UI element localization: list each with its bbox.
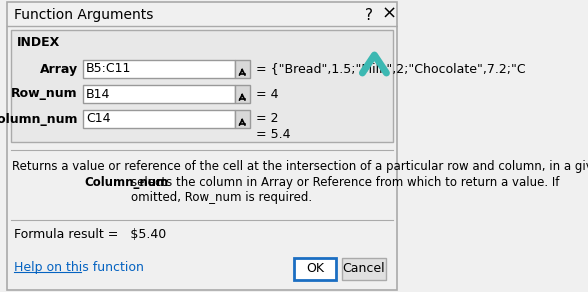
FancyBboxPatch shape bbox=[82, 110, 235, 128]
Text: = {"Bread",1.5;"Milk",2;"Chocolate",7.2;"C: = {"Bread",1.5;"Milk",2;"Chocolate",7.2;… bbox=[256, 62, 526, 76]
Text: = 5.4: = 5.4 bbox=[256, 128, 290, 142]
Text: = 4: = 4 bbox=[256, 88, 279, 100]
Text: Function Arguments: Function Arguments bbox=[14, 8, 153, 22]
Text: C14: C14 bbox=[86, 112, 111, 126]
FancyBboxPatch shape bbox=[294, 258, 336, 280]
FancyBboxPatch shape bbox=[235, 60, 249, 78]
Text: Help on this function: Help on this function bbox=[14, 262, 143, 274]
Text: ×: × bbox=[382, 5, 397, 23]
FancyBboxPatch shape bbox=[235, 85, 249, 103]
FancyBboxPatch shape bbox=[82, 85, 235, 103]
FancyBboxPatch shape bbox=[235, 110, 249, 128]
Text: Row_num: Row_num bbox=[11, 88, 78, 100]
Text: B14: B14 bbox=[86, 88, 111, 100]
Text: Returns a value or reference of the cell at the intersection of a particular row: Returns a value or reference of the cell… bbox=[12, 160, 588, 173]
Text: selects the column in Array or Reference from which to return a value. If
omitte: selects the column in Array or Reference… bbox=[131, 176, 560, 204]
Text: Cancel: Cancel bbox=[342, 263, 385, 275]
Text: Formula result =   $5.40: Formula result = $5.40 bbox=[14, 227, 166, 241]
Text: OK: OK bbox=[306, 263, 324, 275]
FancyBboxPatch shape bbox=[11, 30, 393, 142]
Text: Column_num: Column_num bbox=[0, 112, 78, 126]
FancyBboxPatch shape bbox=[7, 2, 397, 290]
FancyBboxPatch shape bbox=[342, 258, 386, 280]
Text: Array: Array bbox=[40, 62, 78, 76]
Text: INDEX: INDEX bbox=[16, 36, 60, 50]
FancyBboxPatch shape bbox=[82, 60, 235, 78]
Text: = 2: = 2 bbox=[256, 112, 279, 126]
Text: Column_num: Column_num bbox=[85, 176, 169, 189]
Text: ?: ? bbox=[365, 8, 373, 22]
Text: B5:C11: B5:C11 bbox=[86, 62, 131, 76]
